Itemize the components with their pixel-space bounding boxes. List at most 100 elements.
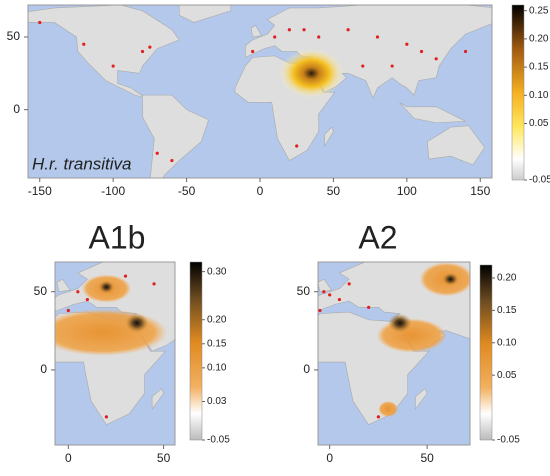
site <box>82 42 86 46</box>
heat <box>125 313 149 333</box>
land <box>28 5 180 99</box>
x-tick-label: 0 <box>326 451 333 465</box>
heat <box>98 280 115 294</box>
panel-title: A1b <box>89 219 146 255</box>
land <box>151 388 164 410</box>
x-tick-label: 0 <box>65 451 72 465</box>
colorbar-tick-label: -0.05 <box>207 435 230 446</box>
land <box>515 362 550 384</box>
site <box>434 57 438 61</box>
heat <box>388 313 412 333</box>
map <box>223 257 550 445</box>
site <box>287 28 291 32</box>
frame <box>317 261 471 446</box>
site <box>361 64 365 68</box>
x-tick-label: 100 <box>397 184 417 198</box>
site <box>152 282 156 286</box>
colorbar-tick-label: 0.10 <box>529 90 549 101</box>
site <box>155 151 159 155</box>
y-tick-label: 0 <box>303 362 310 376</box>
colorbar <box>189 261 203 441</box>
land <box>56 278 71 293</box>
land <box>399 102 467 124</box>
site <box>123 274 128 278</box>
colorbar-tick-label: -0.05 <box>497 435 520 446</box>
site <box>318 308 322 313</box>
land <box>415 388 428 410</box>
site <box>170 158 174 163</box>
site <box>390 64 394 68</box>
colorbar-tick-label: 0.25 <box>529 5 549 16</box>
heat <box>279 48 344 99</box>
site <box>463 49 468 54</box>
site <box>111 64 115 68</box>
heat <box>376 318 447 353</box>
y-tick-label: 0 <box>13 102 20 116</box>
colorbar-tick-label: 0.10 <box>207 362 227 373</box>
site <box>376 415 381 419</box>
land <box>178 5 231 23</box>
x-tick-label: 150 <box>470 184 490 198</box>
land <box>142 94 209 178</box>
site <box>302 28 306 32</box>
colorbar-tick-label: 0.03 <box>207 396 227 407</box>
y-tick-label: 50 <box>7 29 21 43</box>
colorbar-tick-label: 0.10 <box>497 337 517 348</box>
site <box>337 297 342 302</box>
colorbar <box>511 4 525 181</box>
land <box>250 24 262 38</box>
site <box>38 20 42 25</box>
site <box>317 35 321 39</box>
colorbar-tick-label: 0.05 <box>529 118 549 129</box>
land <box>0 257 30 276</box>
heat <box>442 272 459 286</box>
colorbar-tick-label: 0.20 <box>497 273 517 284</box>
site <box>273 35 277 39</box>
land <box>318 278 333 293</box>
land <box>427 125 486 166</box>
frame <box>54 261 176 446</box>
site <box>328 293 332 297</box>
colorbar-tick-label: 0.15 <box>497 305 517 316</box>
x-tick-label: -50 <box>178 184 196 198</box>
land <box>0 354 2 456</box>
site <box>346 28 350 32</box>
colorbar <box>479 264 493 441</box>
colorbar-tick-label: 0.30 <box>207 266 227 277</box>
y-tick-label: 0 <box>40 362 47 376</box>
site <box>322 290 326 294</box>
site <box>104 415 109 419</box>
land <box>223 257 291 276</box>
site <box>405 42 409 46</box>
x-tick-label: 50 <box>327 184 341 198</box>
heat <box>378 401 398 417</box>
site <box>295 144 299 148</box>
site <box>251 49 255 54</box>
land <box>324 126 334 148</box>
site <box>76 290 80 294</box>
colorbar-tick-label: 0.20 <box>207 314 227 325</box>
colorbar-tick-label: 0.15 <box>207 338 227 349</box>
colorbar-tick-label: 0.20 <box>529 34 549 45</box>
site <box>66 308 70 313</box>
site <box>85 297 89 302</box>
site <box>419 49 424 54</box>
x-tick-label: -150 <box>28 184 52 198</box>
panel-title: A2 <box>358 219 397 255</box>
map <box>0 257 175 456</box>
x-tick-label: -100 <box>101 184 125 198</box>
y-tick-label: 50 <box>297 284 311 298</box>
colorbar-tick-label: 0.05 <box>497 370 517 381</box>
colorbar-tick-label: 0.15 <box>529 62 549 73</box>
map <box>28 5 492 178</box>
panel-label: H.r. transitiva <box>32 154 132 173</box>
heat <box>55 308 168 356</box>
x-tick-label: 50 <box>157 451 171 465</box>
x-tick-label: 0 <box>257 184 264 198</box>
y-tick-label: 50 <box>34 284 48 298</box>
site <box>140 49 145 54</box>
site <box>375 35 380 39</box>
site <box>347 282 351 286</box>
site <box>148 45 152 49</box>
